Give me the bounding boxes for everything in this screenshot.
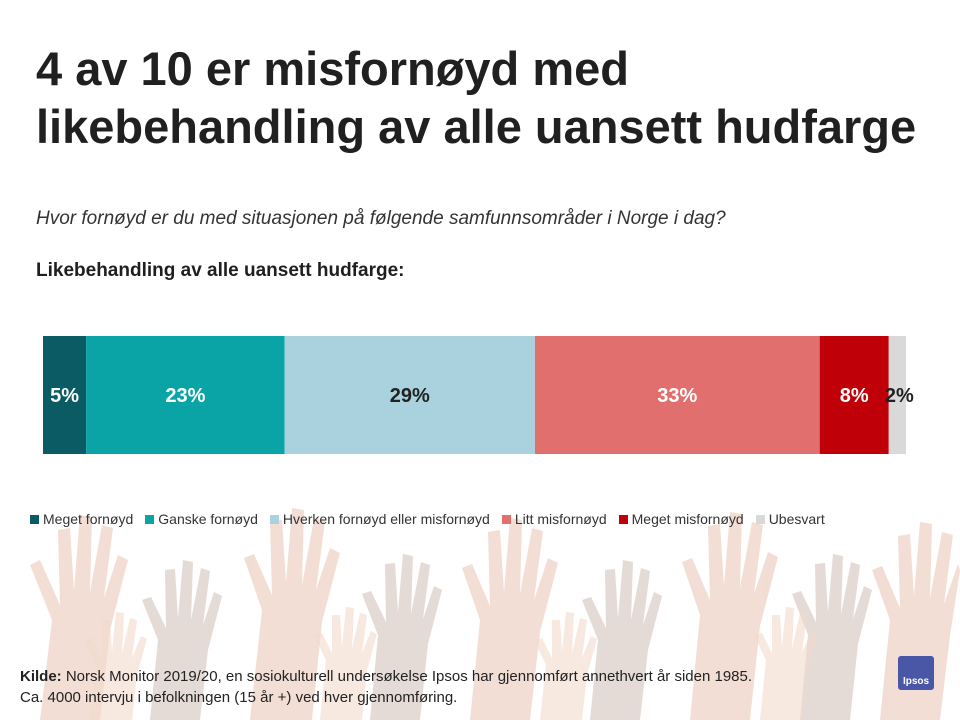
legend-item-meget-misfornøyd: Meget misfornøyd bbox=[618, 511, 744, 527]
legend-label: Ganske fornøyd bbox=[158, 511, 258, 527]
source-label: Kilde: bbox=[20, 668, 62, 685]
bar-segment-hverken-fornøyd-eller-misfornøyd bbox=[284, 336, 535, 454]
legend-item-meget-fornøyd: Meget fornøyd bbox=[30, 511, 133, 527]
survey-question: Hvor fornøyd er du med situasjonen på fø… bbox=[36, 208, 726, 229]
bar-segment-litt-misfornøyd bbox=[534, 336, 820, 454]
ipsos-logo: Ipsos bbox=[898, 656, 934, 690]
source-text: Norsk Monitor 2019/20, en sosiokulturell… bbox=[61, 668, 753, 685]
data-label-meget-misfornøyd: 8% bbox=[840, 385, 869, 407]
legend-item-hverken-fornøyd-eller-misfornøyd: Hverken fornøyd eller misfornøyd bbox=[269, 511, 490, 527]
legend-swatch bbox=[30, 514, 39, 524]
legend-item-ubesvart: Ubesvart bbox=[755, 511, 825, 527]
bar-segment-ubesvart bbox=[888, 336, 906, 454]
legend-swatch bbox=[618, 514, 628, 524]
source-note: Ca. 4000 intervju i befolkningen (15 år … bbox=[20, 689, 458, 706]
logo-text: Ipsos bbox=[902, 676, 930, 687]
legend-label: Ubesvart bbox=[768, 511, 825, 527]
legend-item-ganske-fornøyd: Ganske fornøyd bbox=[145, 511, 258, 527]
bar-segment-ganske-fornøyd bbox=[86, 336, 285, 454]
legend-label: Hverken fornøyd eller misfornøyd bbox=[282, 511, 490, 527]
raised-hands-background bbox=[30, 508, 960, 720]
legend-label: Litt misfornøyd bbox=[514, 511, 607, 527]
legend-label: Meget misfornøyd bbox=[631, 511, 744, 527]
chart-title: Likebehandling av alle uansett hudfarge: bbox=[36, 260, 405, 281]
legend-swatch bbox=[501, 514, 511, 524]
legend-swatch bbox=[755, 514, 765, 524]
data-label-litt-misfornøyd: 33% bbox=[657, 385, 697, 407]
stacked-bar-chart: 5% 23% 29% 33% 8% 2% bbox=[43, 336, 914, 454]
data-label-ganske-fornøyd: 23% bbox=[165, 385, 205, 407]
source-footer: Kilde: Norsk Monitor 2019/20, en sosioku… bbox=[20, 666, 880, 708]
page-title: 4 av 10 er misfornøyd med likebehandling… bbox=[36, 42, 917, 153]
legend-label: Meget fornøyd bbox=[43, 511, 134, 527]
chart-legend: Meget fornøyd Ganske fornøyd Hverken fornø… bbox=[30, 511, 950, 527]
data-label-ubesvart: 2% bbox=[885, 385, 914, 407]
legend-swatch bbox=[269, 514, 279, 524]
bar-segment-meget-misfornøyd bbox=[819, 336, 889, 454]
data-label-meget-fornøyd: 5% bbox=[50, 385, 79, 407]
bar-segment-meget-fornøyd bbox=[43, 336, 87, 454]
data-label-hverken-fornøyd-eller-misfornøyd: 29% bbox=[390, 385, 430, 407]
legend-swatch bbox=[145, 514, 155, 524]
legend-item-litt-misfornøyd: Litt misfornøyd bbox=[501, 511, 607, 527]
